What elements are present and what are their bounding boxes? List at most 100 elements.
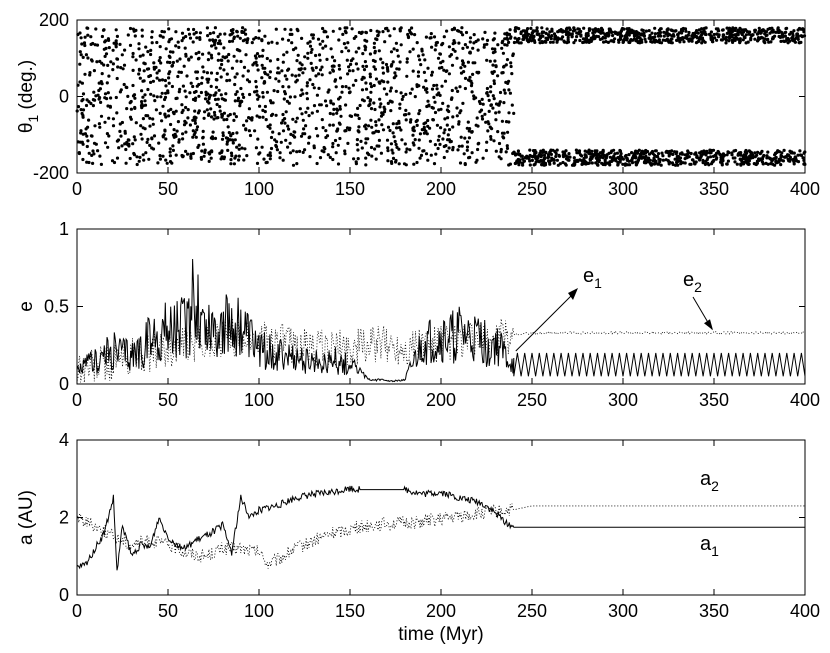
theta-point [418, 109, 422, 113]
theta-point [232, 35, 236, 39]
theta-point [458, 85, 462, 89]
theta-point [337, 121, 341, 125]
theta-point [226, 125, 230, 129]
theta-point [193, 98, 197, 102]
theta-point [104, 52, 109, 56]
theta-point [284, 138, 288, 142]
theta-point [591, 28, 595, 32]
theta-point [411, 128, 415, 132]
theta-point [432, 35, 437, 39]
theta-point [653, 40, 657, 44]
theta-point [734, 148, 738, 153]
theta-point [373, 67, 377, 71]
theta-point [502, 65, 506, 69]
theta-point [215, 71, 219, 75]
theta-point [312, 146, 316, 150]
theta-point [196, 145, 200, 149]
theta-point [317, 86, 321, 90]
theta-point [345, 126, 350, 130]
theta-point [792, 29, 796, 33]
theta-point [142, 69, 146, 73]
theta-point [556, 38, 560, 42]
theta-point [669, 37, 673, 41]
theta-point [222, 46, 226, 50]
theta-point [471, 72, 475, 76]
theta-point [778, 30, 782, 34]
theta-point [86, 33, 90, 37]
theta-point [193, 115, 197, 119]
theta-point [385, 138, 390, 142]
theta-point [635, 151, 640, 155]
theta-point [167, 81, 171, 85]
theta-point [765, 154, 769, 158]
theta-point [218, 39, 222, 43]
theta-point [421, 53, 425, 57]
theta-point [404, 163, 408, 167]
theta-point [434, 152, 438, 156]
theta-point [704, 159, 708, 163]
theta-point [519, 154, 523, 158]
theta-point [400, 97, 404, 101]
theta-point [426, 158, 430, 162]
theta-point [378, 105, 382, 109]
theta-point [140, 34, 144, 38]
theta-point [415, 83, 419, 87]
theta-point [158, 157, 162, 161]
theta-point [373, 147, 377, 151]
theta-point [201, 52, 205, 56]
theta-point [542, 153, 547, 157]
theta-point [540, 26, 544, 30]
annotation-e2-subscript: 2 [694, 279, 702, 295]
theta-point [80, 99, 84, 103]
theta-point [695, 29, 699, 33]
theta-point [298, 107, 302, 111]
theta-point [563, 30, 568, 34]
theta-point [635, 36, 640, 40]
theta-point [491, 106, 495, 110]
theta-point [79, 53, 83, 57]
x-tick-label: 150 [335, 601, 365, 621]
theta-point [228, 78, 232, 82]
theta-point [170, 84, 174, 89]
theta-point [220, 97, 224, 101]
theta-point [424, 88, 428, 92]
theta-point [362, 99, 366, 103]
theta-point [128, 115, 133, 119]
theta-point [281, 129, 286, 133]
theta-point [404, 92, 408, 96]
theta-point [680, 152, 685, 156]
theta-point [562, 150, 566, 154]
series-e1-line [76, 258, 806, 383]
theta-point [338, 76, 343, 80]
x-tick-label: 300 [608, 179, 638, 199]
theta-point [608, 160, 612, 164]
theta-point [150, 30, 154, 34]
theta-point [603, 160, 607, 165]
theta-point [225, 72, 229, 76]
theta-point [441, 137, 445, 141]
theta-point [142, 158, 146, 162]
theta-point [747, 149, 751, 153]
theta-point [132, 135, 136, 139]
theta-point [306, 51, 310, 55]
theta-point [192, 90, 197, 94]
theta-point [593, 149, 597, 153]
theta-point [92, 141, 97, 145]
theta-point [455, 114, 459, 118]
theta-point [775, 150, 779, 154]
theta-point [507, 120, 511, 124]
theta-point [781, 39, 786, 43]
theta-point [79, 131, 83, 135]
theta-point [336, 143, 340, 147]
theta-point [497, 110, 501, 114]
theta-point [365, 151, 370, 155]
theta-point [628, 163, 632, 167]
theta-point [285, 99, 289, 103]
theta-point [319, 103, 323, 107]
theta-point [438, 52, 442, 56]
theta-point [758, 29, 762, 33]
theta-point [345, 26, 349, 30]
theta-point [289, 132, 293, 136]
theta-point [417, 138, 421, 142]
theta-point [596, 159, 600, 163]
